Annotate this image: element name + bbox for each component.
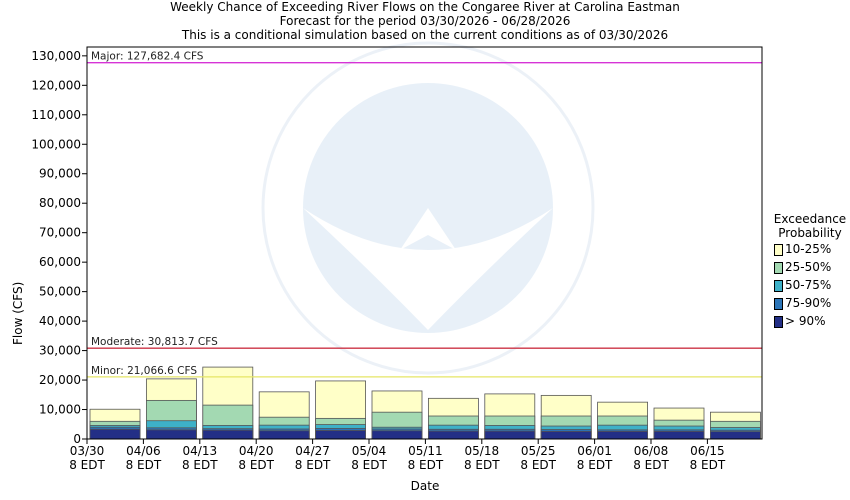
x-tick-label: 05/25 8 EDT [520, 444, 556, 472]
y-tick-label: 100,000 [31, 137, 81, 151]
chart-title: Weekly Chance of Exceeding River Flows o… [170, 0, 680, 14]
bar-segment [597, 430, 648, 440]
x-axis-label: Date [410, 479, 440, 493]
y-tick-label: 70,000 [39, 226, 81, 240]
bar-segment [484, 430, 536, 440]
legend-label: 75-90% [785, 296, 832, 310]
legend-item: 25-50% [770, 258, 850, 276]
chart-subtitle-period: Forecast for the period 03/30/2026 - 06/… [279, 14, 571, 28]
legend-item: 50-75% [770, 276, 850, 294]
y-tick-label: 110,000 [31, 108, 81, 122]
legend-swatch [774, 316, 783, 328]
legend-title-line1: Exceedance [773, 212, 847, 226]
threshold-label: Minor: 21,066.6 CFS [91, 365, 197, 377]
legend-label: > 90% [785, 314, 826, 328]
y-tick-label: 50,000 [39, 285, 81, 299]
x-tick-label: 06/08 8 EDT [633, 444, 669, 472]
x-tick-label: 04/06 8 EDT [126, 444, 162, 472]
legend-swatch [774, 280, 783, 292]
plot-area [86, 46, 763, 440]
y-tick-label: 0 [73, 432, 81, 446]
bar-segment [258, 430, 310, 440]
legend-item: > 90% [770, 312, 850, 330]
bar-segment [145, 429, 197, 440]
y-tick-label: 40,000 [39, 314, 81, 328]
chart-subtitle-conditions: This is a conditional simulation based o… [181, 28, 669, 42]
bar-segment [653, 430, 705, 440]
x-tick-label: 05/18 8 EDT [464, 444, 500, 472]
legend-item: 75-90% [770, 294, 850, 312]
x-tick-label: 05/11 8 EDT [408, 444, 444, 472]
bar-segment [427, 430, 479, 440]
legend-swatch [774, 262, 783, 274]
bar-segment [371, 430, 423, 440]
bar-segment [540, 430, 592, 440]
bar-segment [710, 431, 761, 440]
x-tick-label: 06/01 8 EDT [577, 444, 613, 472]
y-tick-label: 60,000 [39, 255, 81, 269]
legend-item: 10-25% [770, 240, 850, 258]
x-tick-label: 04/27 8 EDT [295, 444, 331, 472]
y-tick-label: 20,000 [39, 373, 81, 387]
legend-swatch [774, 244, 783, 256]
y-tick-label: 120,000 [31, 78, 81, 92]
legend-label: 10-25% [785, 242, 832, 256]
threshold-label: Moderate: 30,813.7 CFS [91, 336, 218, 348]
x-tick-label: 04/20 8 EDT [238, 444, 274, 472]
bar-segment [89, 428, 141, 440]
legend-label: 25-50% [785, 260, 832, 274]
threshold-label: Major: 127,682.4 CFS [91, 51, 204, 63]
bar-segment [315, 430, 367, 440]
x-tick-label: 06/15 8 EDT [690, 444, 726, 472]
y-axis-label: Flow (CFS) [11, 281, 25, 345]
y-tick-label: 10,000 [39, 403, 81, 417]
bar-segment [202, 429, 254, 440]
x-tick-label: 05/04 8 EDT [351, 444, 387, 472]
legend-label: 50-75% [785, 278, 832, 292]
legend: Exceedance Probability 10-25% 25-50% 50-… [770, 212, 850, 330]
x-tick-label: 04/13 8 EDT [182, 444, 218, 472]
y-tick-label: 130,000 [31, 49, 81, 63]
y-tick-label: 90,000 [39, 167, 81, 181]
x-tick-label: 03/30 8 EDT [69, 444, 105, 472]
legend-title-line2: Probability [778, 226, 842, 240]
y-tick-label: 80,000 [39, 196, 81, 210]
noaa-watermark [261, 41, 595, 375]
y-tick-label: 30,000 [39, 344, 81, 358]
legend-swatch [774, 298, 783, 310]
